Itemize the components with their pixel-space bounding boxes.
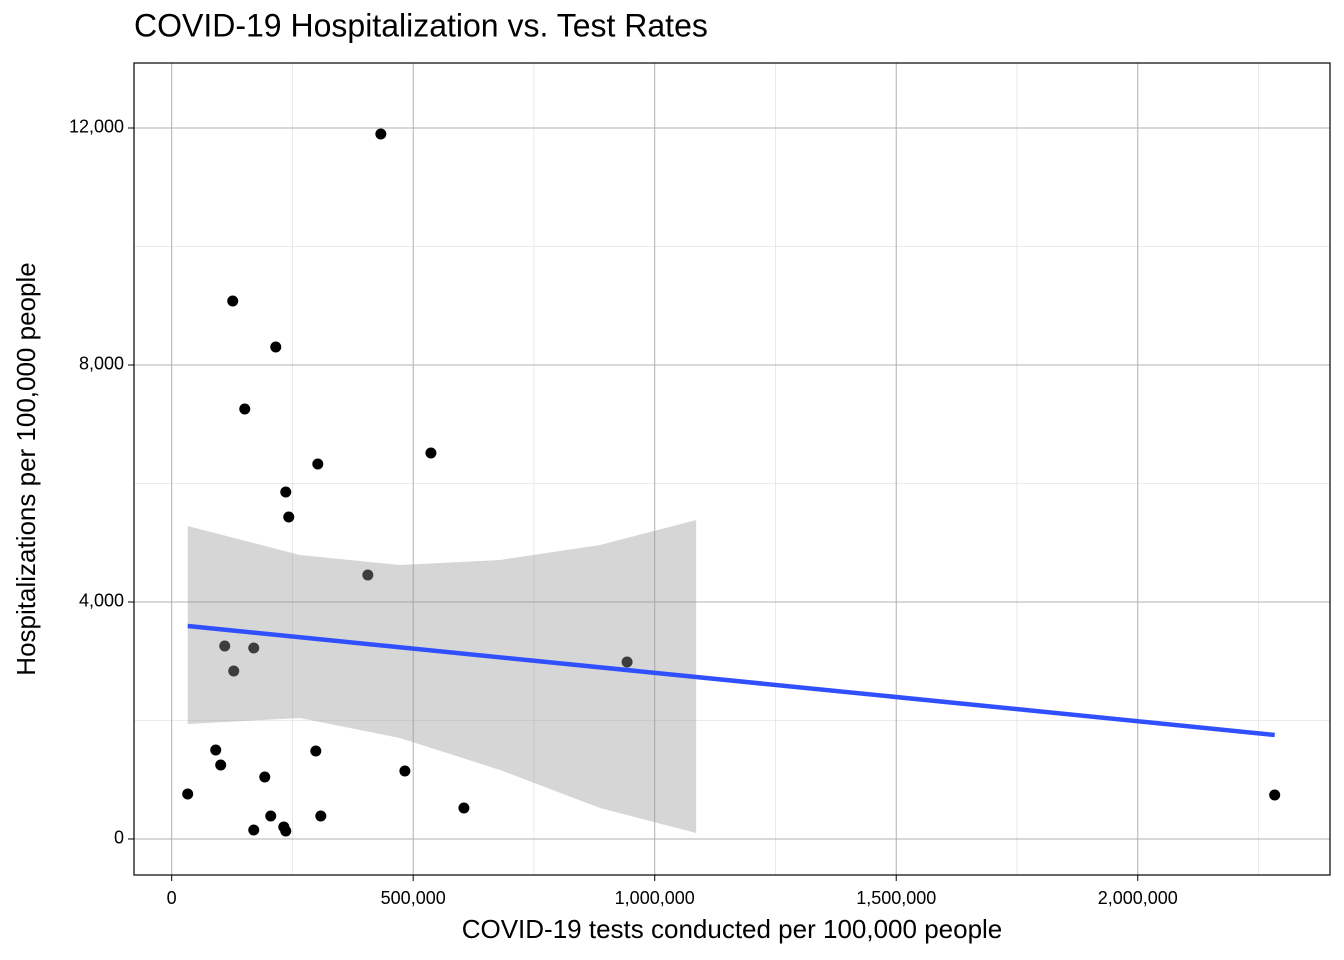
point — [248, 642, 260, 654]
y-tick-label: 0 — [114, 828, 124, 848]
point — [215, 759, 227, 771]
point — [270, 341, 282, 353]
y-tick-label: 4,000 — [79, 591, 124, 611]
trend-line — [187, 623, 1275, 738]
x-tick-label: 0 — [167, 888, 177, 908]
point — [1269, 789, 1281, 801]
point — [458, 802, 470, 814]
panel-border — [133, 62, 1331, 876]
point — [315, 810, 327, 822]
point — [399, 765, 411, 777]
point — [265, 810, 277, 822]
point — [283, 511, 295, 523]
x-tick-label: 1,500,000 — [856, 888, 936, 908]
point — [621, 656, 633, 668]
point — [219, 640, 231, 652]
point — [248, 824, 260, 836]
point — [259, 771, 271, 783]
point — [182, 788, 194, 800]
x-tick-label: 1,000,000 — [615, 888, 695, 908]
point — [227, 295, 239, 307]
point — [239, 403, 251, 415]
chart-title: COVID-19 Hospitalization vs. Test Rates — [134, 7, 708, 43]
point — [280, 825, 292, 837]
point — [210, 744, 222, 756]
x-tick-label: 2,000,000 — [1098, 888, 1178, 908]
point — [310, 745, 322, 757]
y-axis-title: Hospitalizations per 100,000 people — [11, 262, 41, 675]
point — [280, 486, 292, 498]
point — [312, 458, 324, 470]
point — [375, 128, 387, 140]
x-tick-label: 500,000 — [381, 888, 446, 908]
x-axis-title: COVID-19 tests conducted per 100,000 peo… — [462, 914, 1003, 944]
y-tick-label: 8,000 — [79, 354, 124, 374]
point — [425, 447, 437, 459]
point — [228, 665, 240, 677]
point — [362, 569, 374, 581]
y-tick-label: 12,000 — [69, 117, 124, 137]
confidence-band — [187, 519, 697, 833]
